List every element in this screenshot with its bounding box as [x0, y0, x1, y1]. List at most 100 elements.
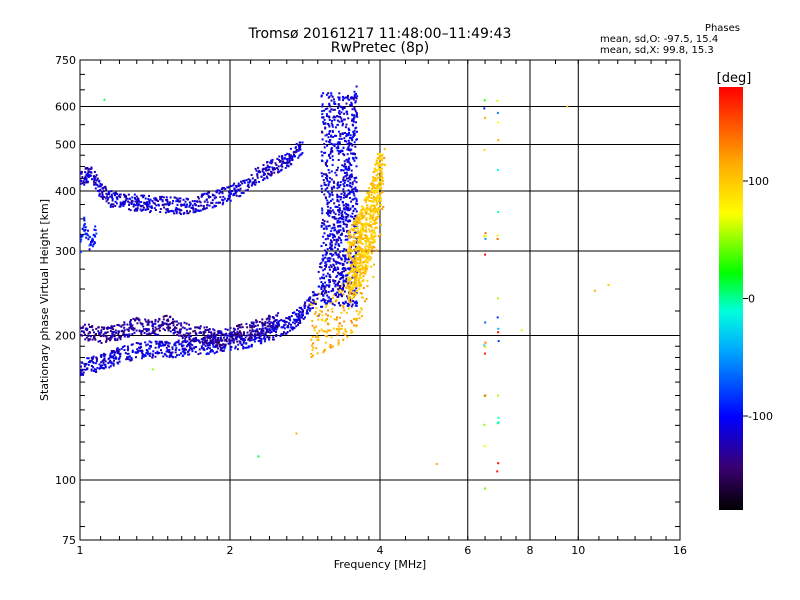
data-point — [240, 334, 243, 337]
data-point — [337, 229, 340, 232]
data-point — [497, 331, 500, 334]
data-point — [359, 273, 362, 275]
data-point — [346, 113, 349, 116]
data-point — [360, 210, 363, 213]
data-point — [297, 144, 300, 146]
data-point — [352, 260, 355, 263]
data-point — [337, 268, 340, 270]
data-point — [348, 289, 351, 292]
data-point — [370, 265, 373, 268]
data-point — [338, 207, 341, 210]
data-point — [172, 332, 175, 335]
data-point — [182, 340, 185, 343]
data-point — [193, 200, 196, 203]
data-point — [261, 324, 264, 327]
data-point — [362, 206, 365, 209]
data-point — [124, 199, 127, 202]
data-point — [178, 197, 181, 200]
data-point — [257, 340, 260, 342]
data-point — [347, 207, 350, 210]
data-point — [249, 324, 251, 327]
data-point — [199, 201, 202, 204]
data-point — [359, 249, 362, 252]
data-point — [345, 203, 348, 206]
data-point — [131, 349, 134, 352]
data-point — [136, 348, 139, 351]
colorbar-label: [deg] — [717, 71, 752, 86]
data-point — [87, 229, 89, 232]
data-point — [151, 356, 154, 359]
data-point — [185, 197, 188, 200]
data-point — [377, 186, 380, 189]
data-point — [350, 278, 352, 281]
data-point — [321, 138, 324, 141]
data-point — [348, 229, 351, 232]
data-point — [139, 321, 142, 324]
data-point — [343, 267, 346, 270]
data-point — [483, 445, 486, 448]
data-point — [87, 170, 90, 173]
data-point — [130, 201, 133, 204]
data-point — [148, 195, 150, 197]
data-point — [130, 356, 133, 359]
data-point — [353, 153, 356, 156]
data-point — [188, 336, 191, 339]
data-point — [229, 346, 232, 349]
data-point — [95, 371, 98, 373]
data-point — [340, 241, 343, 244]
data-point — [350, 200, 353, 203]
data-point — [363, 255, 366, 258]
data-point — [348, 209, 351, 212]
data-point — [336, 248, 339, 251]
data-point — [230, 185, 233, 188]
data-point — [350, 169, 353, 172]
data-point — [375, 179, 378, 182]
data-point — [355, 300, 358, 303]
data-point — [325, 225, 328, 228]
data-point — [226, 186, 229, 189]
data-point — [326, 133, 328, 136]
data-point — [381, 163, 384, 166]
data-point — [364, 272, 367, 275]
data-point — [355, 190, 358, 193]
data-point — [219, 344, 221, 347]
data-point — [351, 255, 354, 258]
data-point — [322, 173, 325, 176]
data-point — [167, 319, 170, 322]
data-point — [364, 239, 367, 242]
data-point — [338, 280, 340, 283]
data-point — [93, 370, 95, 372]
data-point — [219, 191, 222, 194]
data-point — [167, 202, 170, 205]
data-point — [222, 202, 225, 204]
data-point — [106, 198, 109, 201]
data-point — [353, 242, 356, 245]
data-point — [157, 324, 160, 327]
data-point — [148, 340, 151, 343]
data-point — [149, 332, 152, 335]
data-point — [169, 196, 172, 199]
data-point — [110, 335, 112, 338]
data-point — [320, 95, 323, 98]
data-point — [245, 322, 248, 325]
data-point — [206, 336, 209, 339]
data-point — [336, 149, 339, 152]
data-point — [337, 147, 340, 149]
data-point — [214, 346, 217, 348]
data-point — [330, 147, 333, 149]
data-point — [339, 288, 342, 291]
data-point — [86, 172, 89, 175]
data-point — [359, 211, 362, 214]
data-point — [372, 177, 375, 180]
data-point — [333, 259, 336, 262]
data-point — [282, 161, 285, 164]
data-point — [362, 228, 365, 231]
data-point — [250, 339, 253, 342]
data-point — [346, 184, 349, 187]
data-point — [374, 211, 376, 214]
data-point — [289, 329, 291, 332]
data-point — [363, 250, 366, 253]
data-point — [372, 179, 375, 181]
data-point — [286, 160, 289, 163]
data-point — [483, 107, 486, 110]
